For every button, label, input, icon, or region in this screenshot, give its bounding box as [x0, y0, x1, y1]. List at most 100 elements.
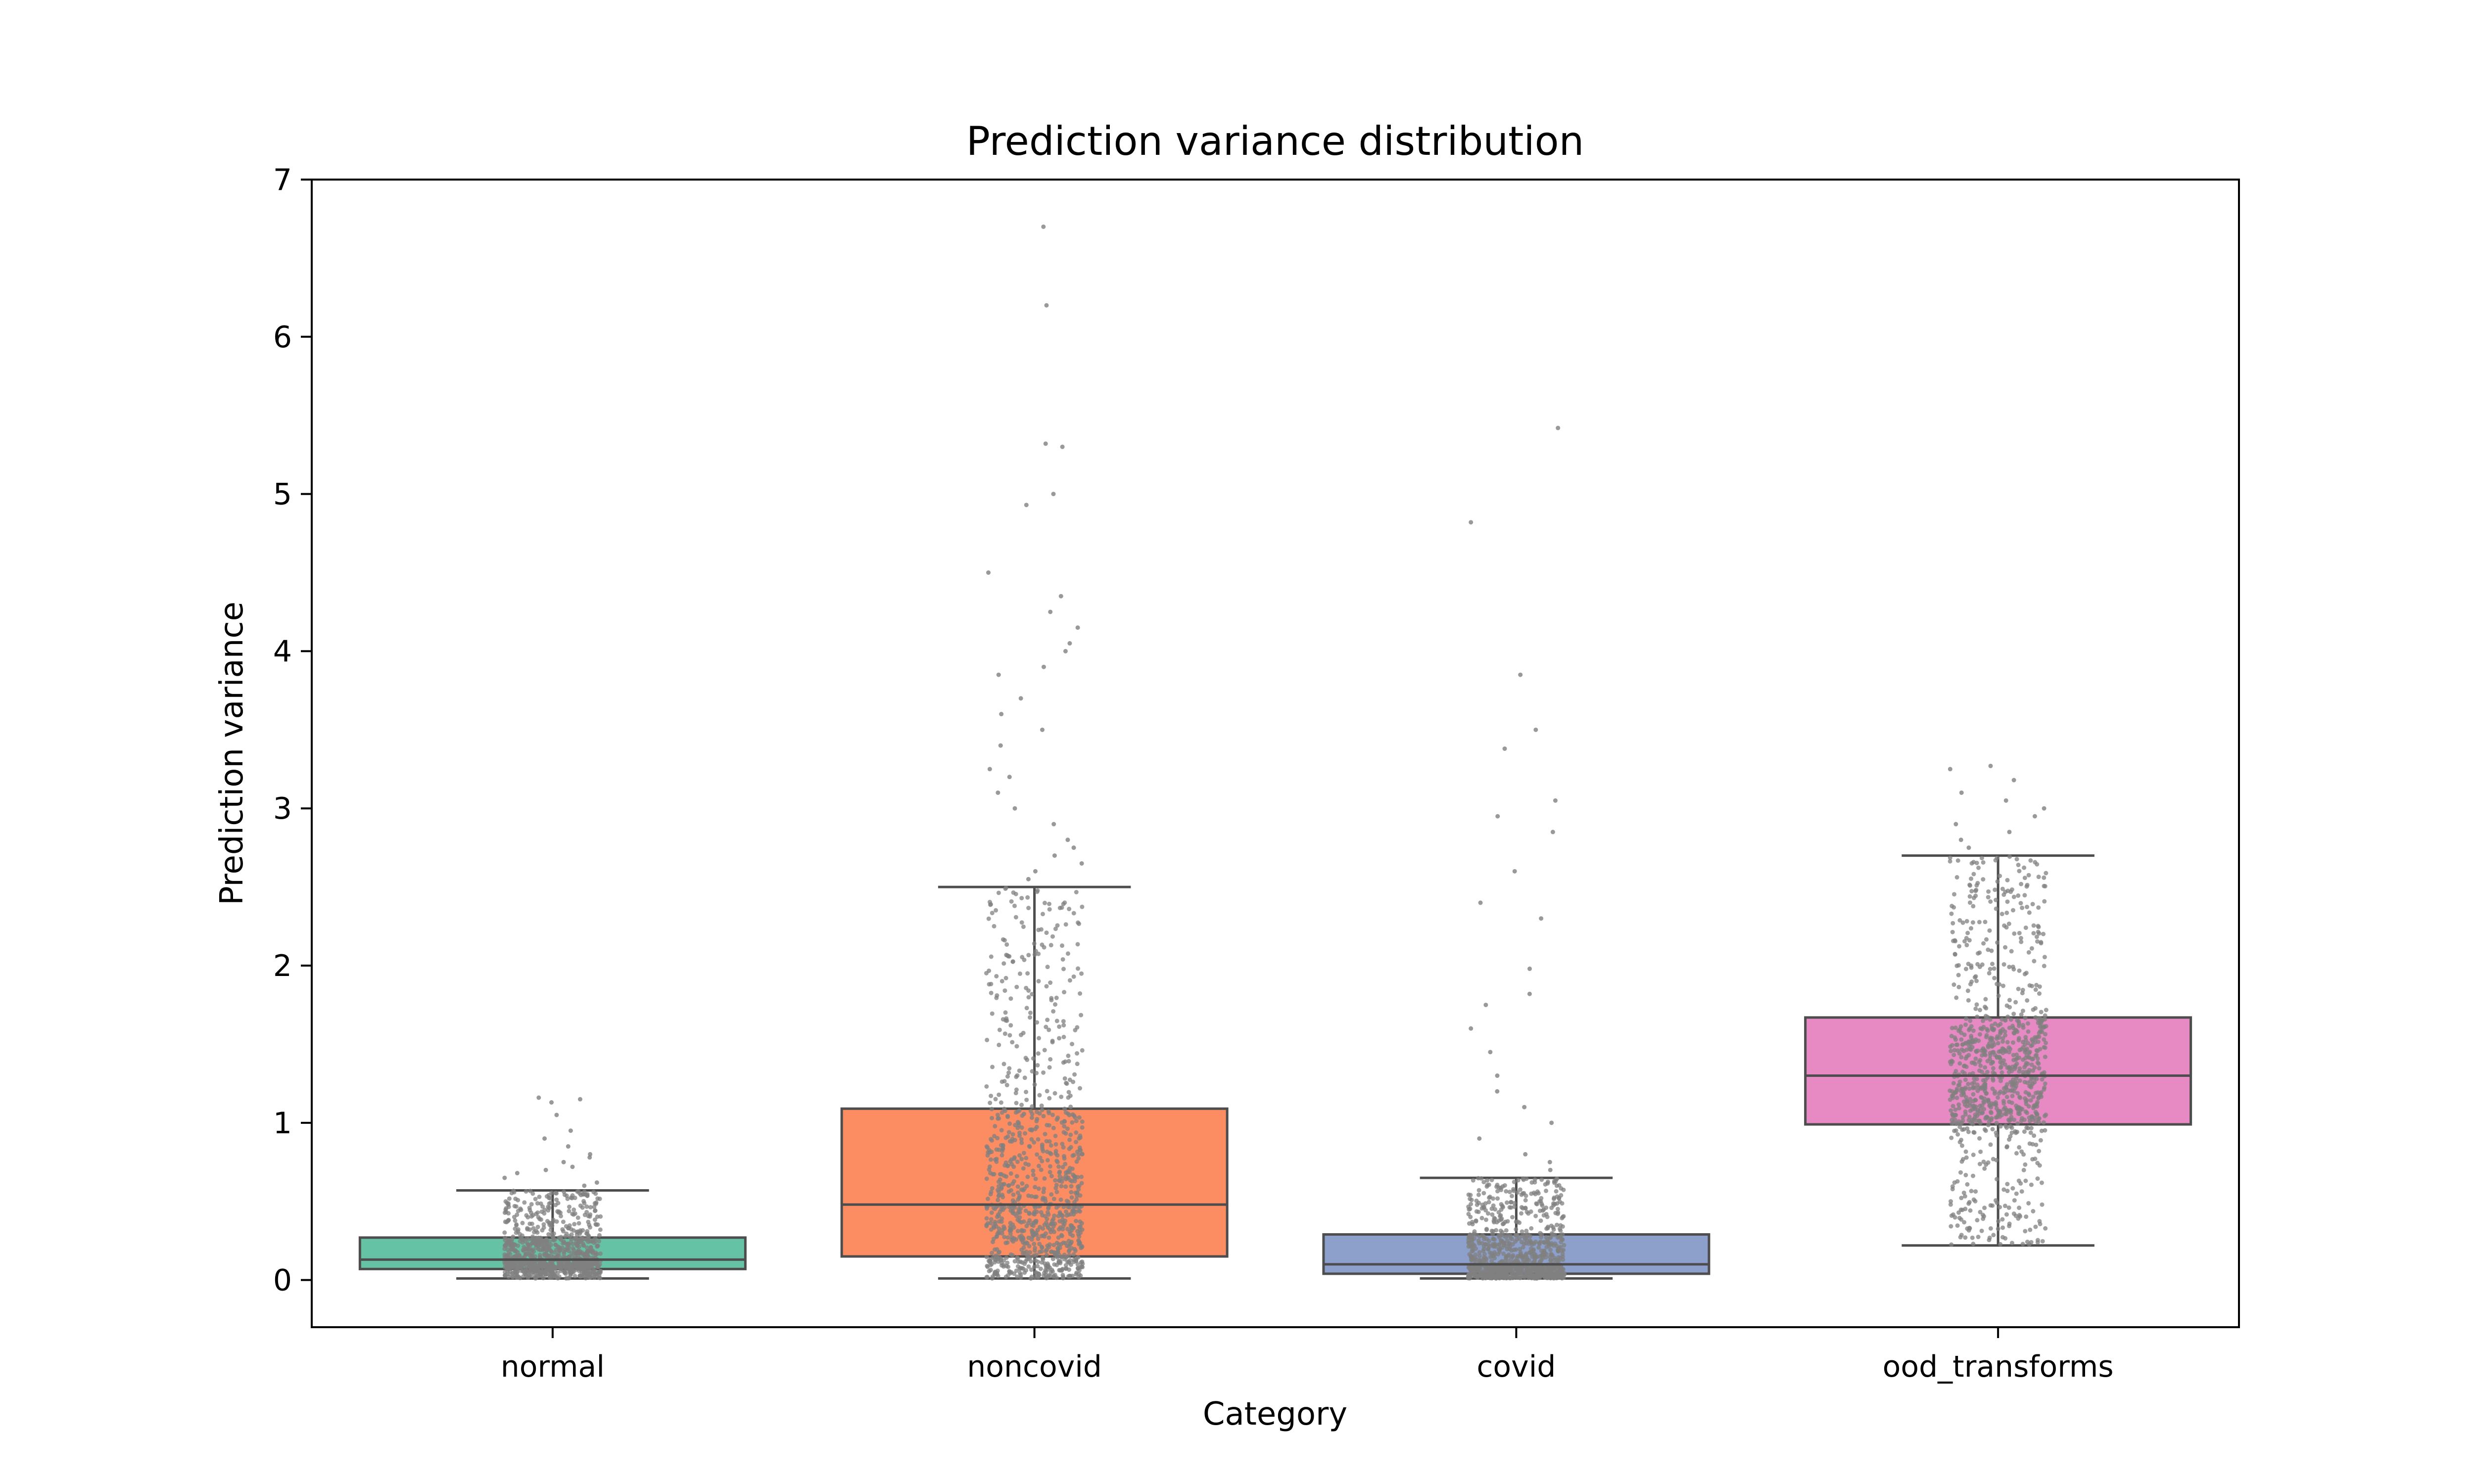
strip-point	[1052, 1213, 1057, 1218]
strip-point	[2027, 1051, 2032, 1056]
x-axis-label: Category	[1203, 1396, 1347, 1433]
strip-point	[2022, 865, 2027, 870]
strip-point	[1065, 1175, 1070, 1180]
strip-point	[997, 1193, 1001, 1198]
strip-point	[514, 1249, 519, 1254]
strip-point	[1001, 961, 1006, 966]
strip-point	[1980, 1212, 1985, 1217]
strip-point	[2011, 1012, 2016, 1017]
outlier-point	[1007, 775, 1012, 780]
strip-point	[999, 1172, 1004, 1177]
strip-point	[2000, 1046, 2005, 1051]
strip-point	[1972, 975, 1977, 980]
strip-point	[1030, 992, 1035, 997]
strip-point	[2019, 939, 2024, 944]
strip-point	[1526, 1241, 1531, 1246]
strip-point	[2030, 1117, 2035, 1122]
strip-point	[1503, 1265, 1508, 1270]
strip-point	[1951, 1053, 1956, 1058]
strip-point	[584, 1209, 589, 1214]
strip-point	[1078, 1193, 1083, 1198]
strip-point	[1073, 1115, 1078, 1120]
strip-point	[2025, 1061, 2030, 1066]
strip-point	[997, 1027, 1002, 1032]
strip-point	[1973, 1006, 1978, 1011]
strip-point	[555, 1270, 560, 1275]
strip-point	[545, 1245, 550, 1250]
strip-point	[2010, 1186, 2015, 1191]
strip-point	[1008, 1023, 1013, 1028]
strip-point	[1962, 939, 1967, 944]
strip-point	[2000, 886, 2005, 891]
strip-point	[1075, 1262, 1080, 1267]
strip-point	[1988, 899, 1993, 904]
strip-point	[2039, 940, 2044, 945]
strip-point	[1056, 1242, 1061, 1247]
strip-point	[589, 1239, 594, 1244]
strip-point	[1005, 1163, 1010, 1168]
strip-point	[1004, 942, 1009, 947]
strip-point	[1951, 921, 1955, 926]
strip-point	[1952, 1180, 1957, 1185]
strip-point	[2022, 876, 2027, 881]
strip-point	[1047, 1065, 1052, 1070]
strip-point	[2020, 1242, 2025, 1247]
strip-point	[1552, 1202, 1557, 1206]
strip-point	[1970, 1071, 1975, 1076]
outlier-point	[2003, 798, 2008, 803]
strip-point	[1073, 1190, 1078, 1195]
strip-point	[2014, 1151, 2019, 1156]
strip-point	[1986, 889, 1991, 894]
strip-point	[566, 1225, 571, 1230]
strip-point	[2001, 892, 2006, 897]
strip-point	[1076, 1208, 1081, 1213]
strip-point	[1495, 1265, 1500, 1270]
strip-point	[1057, 1170, 1062, 1175]
strip-point	[2009, 949, 2014, 954]
strip-point	[1021, 1151, 1026, 1156]
strip-point	[1023, 1131, 1028, 1136]
strip-point	[1951, 1104, 1955, 1109]
strip-point	[592, 1201, 597, 1206]
strip-point	[1078, 1224, 1083, 1229]
strip-point	[1513, 1239, 1518, 1244]
strip-point	[1972, 1130, 1977, 1135]
strip-point	[541, 1222, 546, 1227]
strip-point	[1051, 1009, 1056, 1014]
strip-point	[996, 890, 1001, 895]
outlier-point	[1483, 1002, 1488, 1007]
box-group-normal	[358, 1095, 747, 1281]
strip-point	[1042, 1176, 1047, 1181]
outlier-point	[1547, 1159, 1552, 1164]
strip-point	[1964, 919, 1969, 924]
strip-point	[533, 1197, 538, 1202]
strip-point	[571, 1246, 575, 1251]
strip-point	[2003, 1123, 2008, 1128]
strip-point	[1067, 1205, 1072, 1210]
strip-point	[1050, 1113, 1055, 1117]
strip-point	[1524, 1209, 1529, 1214]
strip-point	[1053, 1133, 1058, 1138]
strip-point	[1988, 1203, 1993, 1208]
strip-point	[1993, 887, 1998, 892]
strip-point	[1995, 855, 1999, 860]
strip-point	[507, 1196, 512, 1201]
strip-point	[562, 1270, 567, 1275]
strip-point	[2034, 1142, 2039, 1147]
strip-point	[502, 1230, 507, 1235]
strip-point	[1017, 1267, 1022, 1272]
outlier-point	[1012, 806, 1017, 811]
strip-point	[579, 1240, 584, 1245]
strip-point	[2007, 1223, 2012, 1228]
strip-point	[1950, 929, 1955, 934]
strip-point	[1534, 1201, 1539, 1206]
strip-point	[1991, 1078, 1996, 1083]
strip-point	[2025, 1080, 2030, 1085]
strip-point	[1954, 1095, 1959, 1100]
strip-point	[1965, 930, 1970, 935]
strip-point	[1017, 1210, 1022, 1215]
strip-point	[1533, 1213, 1538, 1218]
strip-point	[566, 1260, 571, 1265]
strip-point	[1067, 978, 1072, 983]
strip-point	[1492, 1220, 1497, 1225]
